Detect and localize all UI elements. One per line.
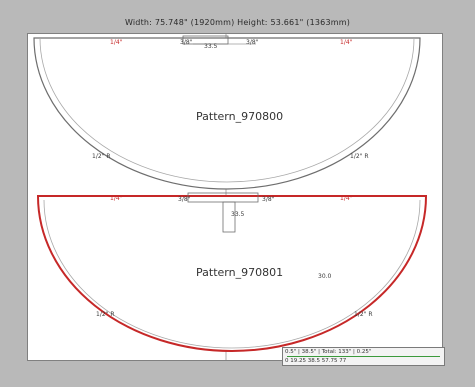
pattern-1-top-label-2: 3/8" [180, 39, 193, 46]
pattern-2-top-label-4: 1/4" [340, 195, 353, 202]
pattern-1-name: Pattern_970800 [196, 110, 283, 123]
pattern-2-tab-label: 33.5 [231, 211, 245, 218]
pattern-2-side-label-right: 1/2" R [354, 311, 373, 318]
pattern-2-name: Pattern_970801 [196, 266, 283, 279]
legend-line-2: 0 19.25 38.5 57.75 77 [285, 358, 347, 364]
pattern-2-top-label-1: 1/4" [110, 195, 123, 202]
pattern-1-outline [33, 37, 421, 190]
pattern-2-center-tab [222, 201, 236, 233]
pattern-1-top-label-1: 1/4" [110, 39, 123, 46]
pattern-2-top-label-2: 3/8" [178, 196, 191, 203]
pattern-1-center-label: 33.5 [204, 43, 218, 50]
scale-legend: 0.5" | 38.5" | Total: 133" | 0.25" 0 19.… [282, 347, 445, 366]
drawing-canvas[interactable]: 33.5 1/4" 3/8" 3/8" 1/4" 1/2" R 1/2" R P… [27, 33, 443, 361]
legend-line-1: 0.5" | 38.5" | Total: 133" | 0.25" [285, 349, 372, 355]
header-bar: Width: 75.748" (1920mm) Height: 53.661" … [0, 0, 475, 34]
dimensions-readout: Width: 75.748" (1920mm) Height: 53.661" … [124, 18, 351, 27]
pattern-1-seam [39, 37, 415, 183]
pattern-2-seam [43, 199, 421, 349]
pattern-1-top-label-4: 1/4" [340, 39, 353, 46]
pattern-2-outline [36, 195, 428, 352]
pattern-1-top-label-3: 3/8" [246, 39, 259, 46]
legend-scale-bar [287, 356, 440, 357]
pattern-2-side-label-left: 1/2" R [96, 311, 115, 318]
pattern-2-inner-label: 30.0 [318, 273, 332, 280]
pattern-2-top-label-3: 3/8" [262, 196, 275, 203]
pattern-drawing: 33.5 1/4" 3/8" 3/8" 1/4" 1/2" R 1/2" R P… [33, 34, 428, 360]
pattern-1-side-label-right: 1/2" R [350, 153, 369, 160]
pattern-1-side-label-left: 1/2" R [92, 153, 111, 160]
